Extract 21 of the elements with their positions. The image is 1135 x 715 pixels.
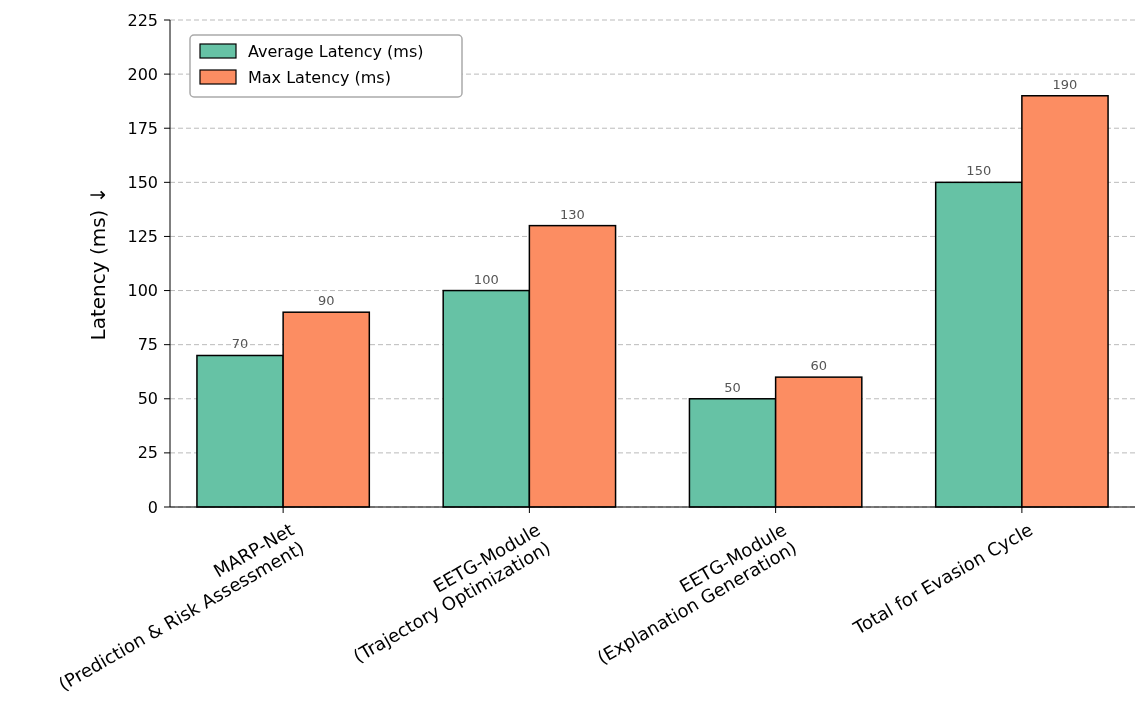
data-label: 50 — [724, 379, 741, 395]
data-label: 150 — [966, 163, 992, 179]
data-label: 190 — [1052, 76, 1078, 92]
y-tick-label: 125 — [127, 227, 158, 247]
y-tick-label: 225 — [127, 10, 158, 30]
y-tick-label: 25 — [137, 443, 158, 463]
legend-label: Max Latency (ms) — [248, 67, 391, 87]
y-tick-label: 200 — [127, 64, 158, 84]
data-label: 130 — [560, 206, 585, 222]
y-tick-label: 75 — [137, 335, 158, 355]
y-tick-label: 50 — [137, 389, 158, 409]
y-axis-title: Latency (ms) ↓ — [86, 186, 110, 341]
y-tick-label: 100 — [127, 281, 158, 301]
y-tick-label: 150 — [127, 172, 158, 192]
y-tick-label: 175 — [127, 118, 158, 138]
y-tick-label: 0 — [147, 497, 158, 517]
legend-label: Average Latency (ms) — [248, 41, 424, 61]
data-label: 100 — [473, 271, 499, 287]
data-label: 90 — [317, 293, 335, 309]
data-label: 70 — [231, 336, 249, 352]
data-label: 60 — [810, 358, 827, 374]
